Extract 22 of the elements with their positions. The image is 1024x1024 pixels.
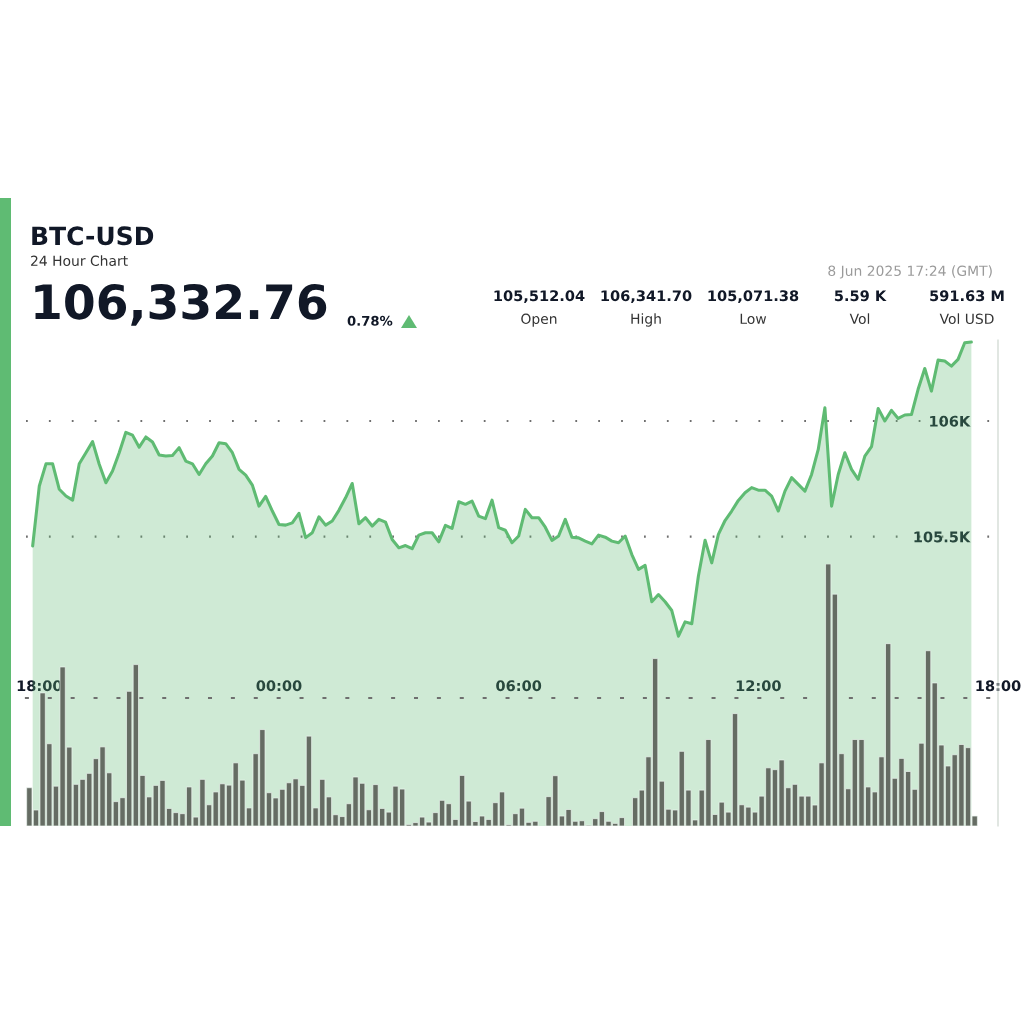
x-tick-label: 06:00 [496, 680, 542, 692]
y-tick-label: 105.5K [914, 531, 971, 543]
x-tick-label: 12:00 [736, 680, 781, 692]
text: 105,071.38 [708, 290, 799, 304]
x-tick-label: 18:00 [17, 680, 62, 692]
text: 106,332.76 [35, 283, 327, 326]
text: 591.63 M [930, 290, 1004, 302]
text: Vol [849, 313, 870, 325]
x-tick-label: 00:00 [256, 680, 302, 692]
text: Open [521, 313, 557, 327]
text: Low [740, 313, 767, 325]
y-tick-label: 106K [930, 415, 971, 427]
text: 0.78% [347, 315, 393, 326]
text: 5.59 K [834, 290, 887, 302]
text: 105,512.04 [494, 290, 585, 304]
text: 8 Jun 2025 17:24 (GMT) [828, 265, 992, 279]
text: Vol USD [939, 313, 994, 325]
chart-subtitle: 24 Hour Chart [31, 255, 128, 267]
chart-title: BTC-USD [32, 226, 154, 246]
text: 106,341.70 [601, 290, 692, 304]
x-tick-label: 18:00 [976, 680, 1021, 692]
text: High [631, 313, 661, 327]
